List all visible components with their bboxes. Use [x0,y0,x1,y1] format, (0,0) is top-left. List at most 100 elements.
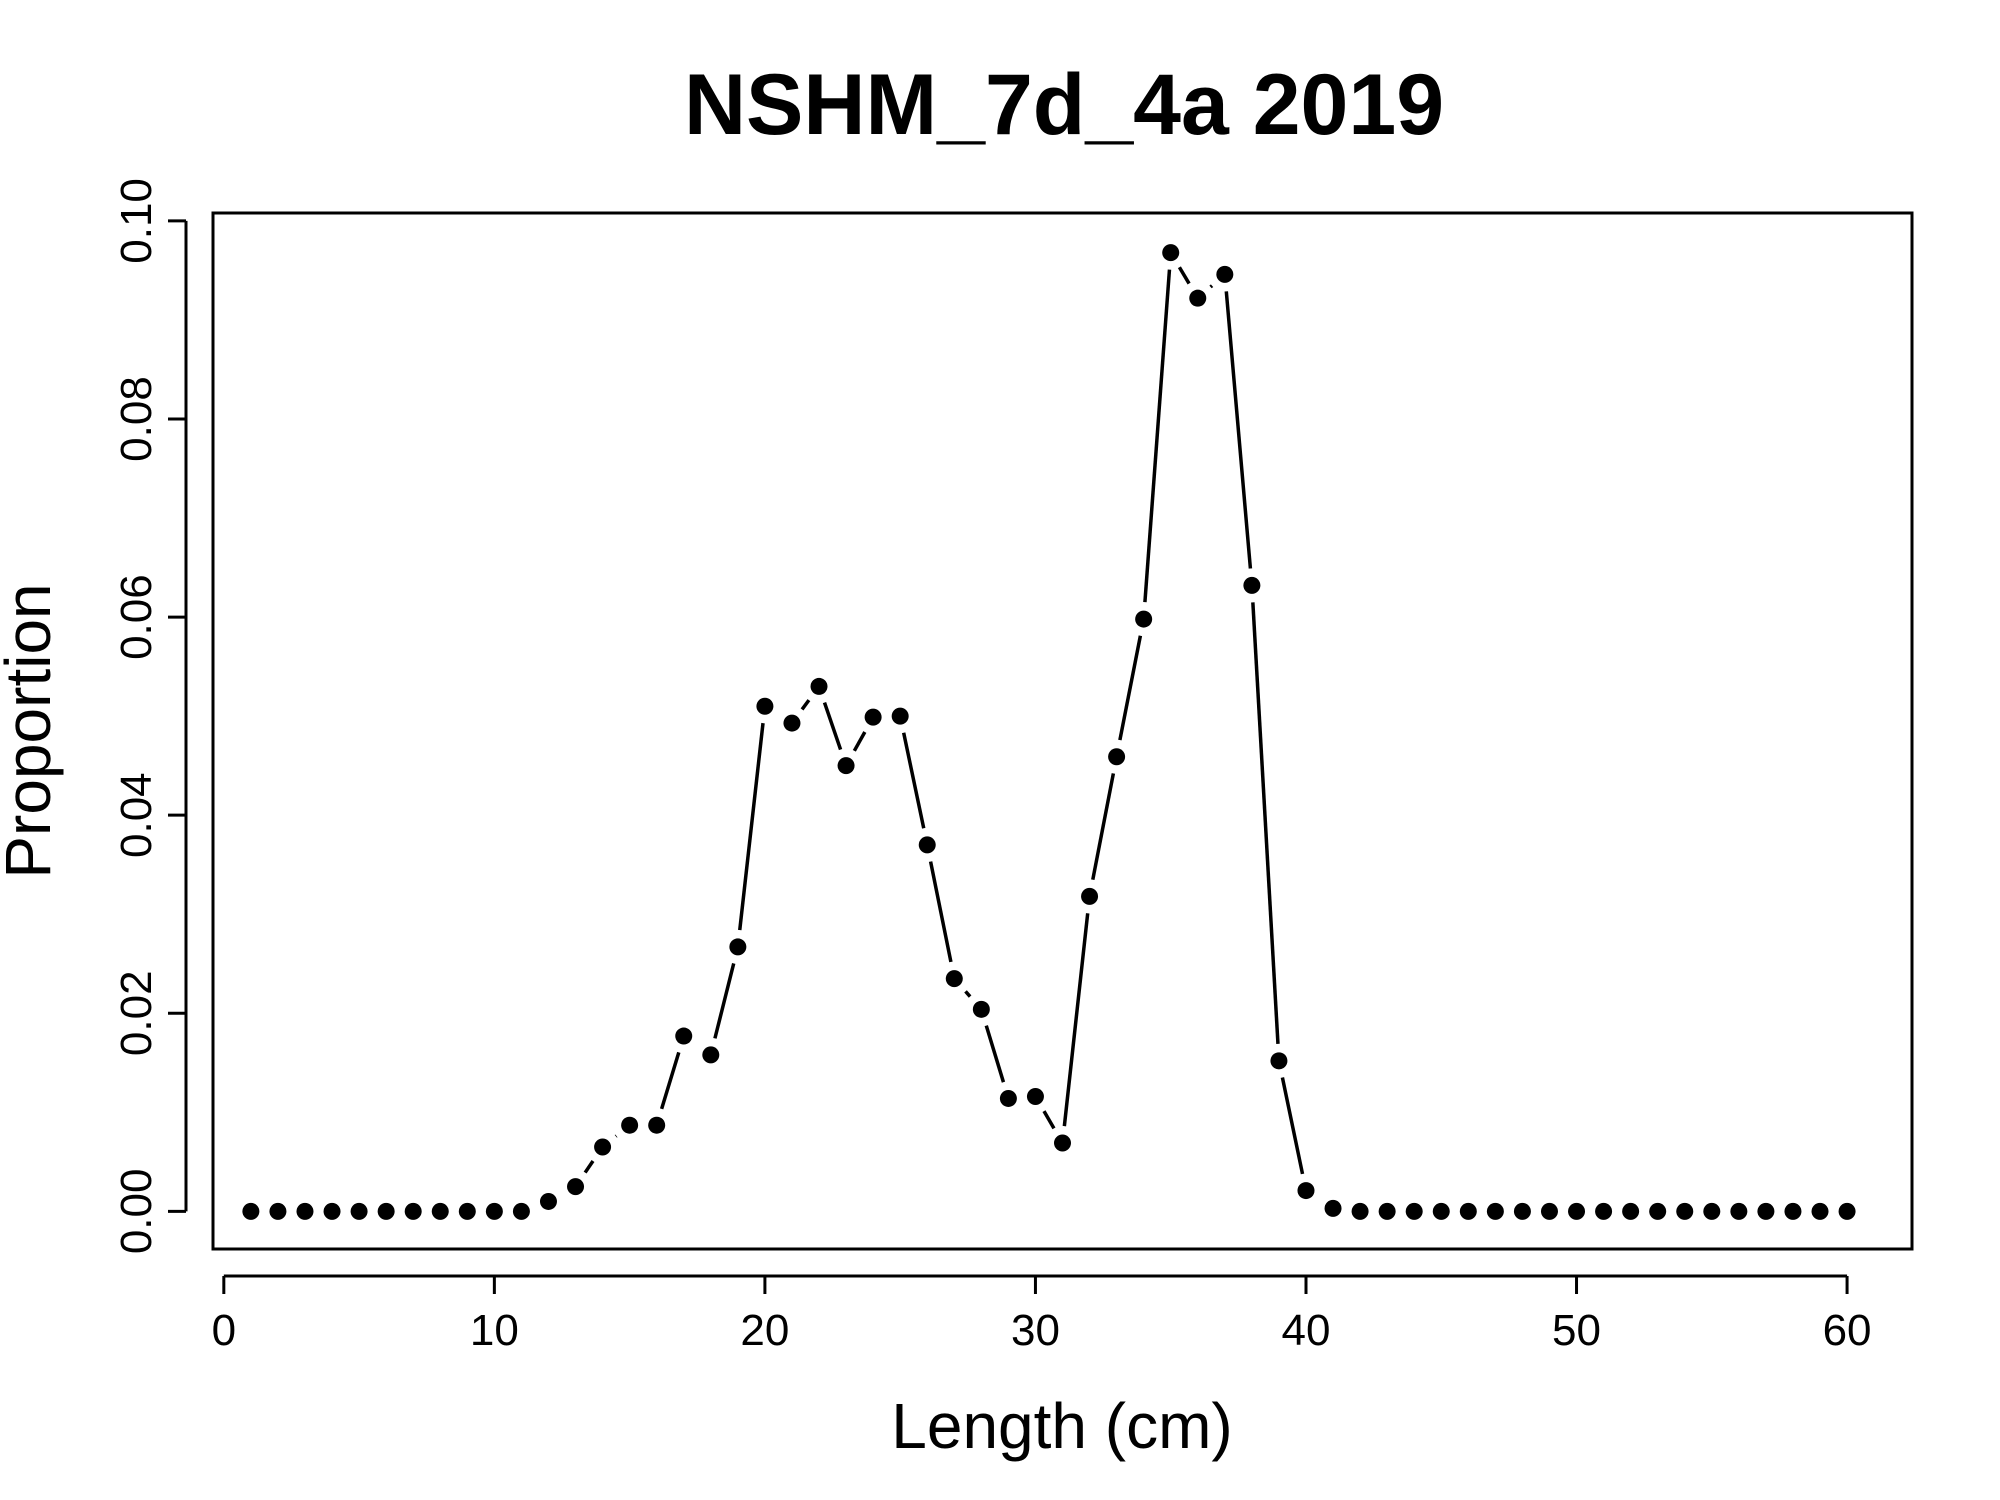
data-point [1054,1134,1071,1152]
data-point [458,1202,476,1220]
data-point [485,1202,503,1220]
series-line-segment [1209,284,1214,289]
data-point [1784,1202,1802,1220]
data-point [1135,610,1153,628]
data-point [539,1192,557,1210]
data-point [1676,1202,1694,1220]
data-point [1243,576,1261,594]
data-point [1513,1202,1531,1220]
data-point [323,1202,341,1220]
series-line-segment [901,732,926,829]
series-line-segment [1177,266,1191,285]
y-tick-label: 0.02 [112,970,161,1056]
data-point [783,714,801,732]
x-tick-label: 20 [740,1306,789,1355]
chart-title: NSHM_7d_4a 2019 [684,57,1444,153]
x-tick-label: 30 [1011,1306,1060,1355]
x-axis: 0 10 20 30 40 50 60 [212,1274,1872,1355]
series-line-segment [1251,602,1280,1044]
series-line-segment [1224,291,1253,569]
data-point [377,1202,395,1220]
series-line-segment [964,990,972,998]
x-tick-label: 40 [1282,1306,1331,1355]
data-point [675,1027,693,1045]
data-point [1811,1202,1829,1220]
y-axis: 0.00 0.02 0.04 0.06 0.08 0.10 [112,178,188,1255]
series-line-segment [928,861,953,963]
data-point [1081,887,1099,905]
data-point [702,1046,720,1064]
data-point [837,757,855,775]
data-point [1595,1202,1613,1220]
plot-frame [211,211,1914,1251]
series-line-segment [984,1025,1006,1083]
y-tick-label: 0.08 [112,376,161,462]
data-point [1108,748,1126,766]
data-point [864,708,882,726]
data-point [1189,289,1207,307]
series-line-segment [800,699,811,711]
data-point [404,1202,422,1220]
data-point [945,970,963,988]
data-point [1216,265,1234,283]
series-layer [242,244,1856,1220]
data-point [1026,1087,1044,1105]
data-point [1622,1202,1640,1220]
data-point [1649,1202,1667,1220]
data-point [729,938,747,956]
x-tick-label: 50 [1552,1306,1601,1355]
x-tick-label: 0 [212,1306,236,1355]
data-point [269,1202,287,1220]
data-point [621,1116,639,1134]
y-tick-label: 0.00 [112,1169,161,1255]
series-line-segment [822,701,843,751]
x-tick-label: 10 [470,1306,519,1355]
series-line-segment [1062,913,1090,1127]
series-line-segment [713,962,736,1039]
series-line-segment [659,1051,681,1110]
series-line-segment [583,1160,595,1174]
series-line-segment [738,722,765,931]
data-point [756,697,774,715]
x-axis-label: Length (cm) [891,1390,1232,1462]
series-line-segment [1118,635,1143,741]
data-point [918,836,936,854]
data-point [648,1116,666,1134]
series-line-segment [1143,269,1172,603]
data-point [1270,1052,1288,1070]
data-point [1432,1202,1450,1220]
data-point [972,1000,990,1018]
data-point [1351,1202,1369,1220]
data-point [1459,1202,1477,1220]
series-line-segment [852,731,867,752]
data-point [431,1202,449,1220]
series-line-segment [1091,773,1116,881]
series-line-segment [1042,1110,1056,1130]
data-point [1297,1182,1315,1200]
data-point [350,1202,368,1220]
data-point [1568,1202,1586,1220]
data-point [1324,1199,1342,1217]
data-point [1703,1202,1721,1220]
y-axis-label: Proportion [0,583,64,878]
data-point [1540,1202,1558,1220]
data-point [999,1089,1017,1107]
x-tick-label: 60 [1823,1306,1872,1355]
data-point [1378,1202,1396,1220]
data-point [1730,1202,1748,1220]
data-point [567,1178,585,1196]
data-point [512,1202,530,1220]
data-point [810,677,828,695]
data-point [1838,1202,1856,1220]
y-tick-label: 0.10 [112,178,161,264]
data-point [1405,1202,1423,1220]
data-point [296,1202,314,1220]
data-point [1486,1202,1504,1220]
y-tick-label: 0.06 [112,574,161,660]
data-point [594,1138,612,1156]
data-point [242,1202,260,1220]
data-point [1757,1202,1775,1220]
series-line-segment [1280,1077,1305,1175]
